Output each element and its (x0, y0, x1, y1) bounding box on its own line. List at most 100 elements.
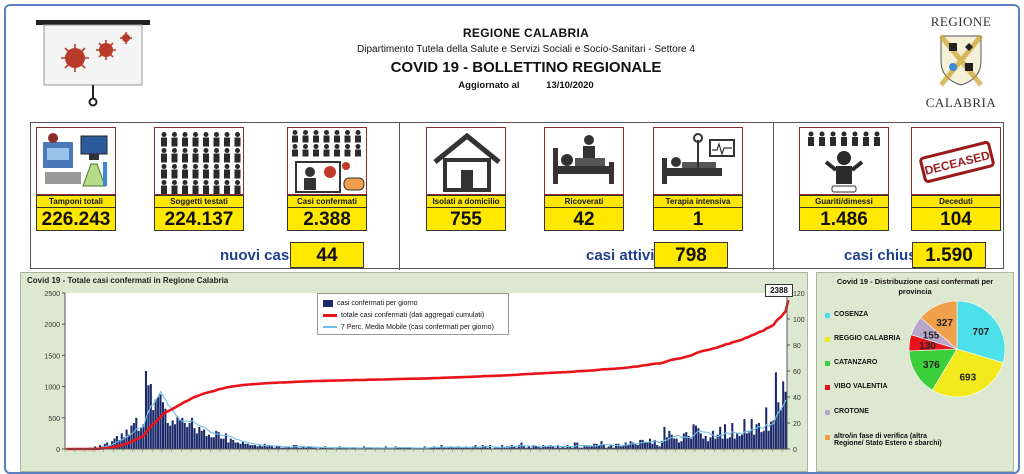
daily-bar (314, 447, 317, 449)
daily-bar (634, 443, 637, 449)
daily-bar (549, 445, 552, 449)
daily-bar (728, 437, 731, 449)
daily-bar (198, 426, 201, 449)
daily-bar (486, 447, 489, 449)
daily-bar (118, 439, 121, 449)
daily-bar (598, 445, 601, 449)
daily-bar (677, 442, 681, 449)
daily-bar (704, 436, 707, 449)
daily-bar (137, 430, 140, 449)
daily-bar (472, 446, 475, 449)
daily-bar (777, 402, 780, 449)
daily-bar (612, 447, 615, 449)
pie-legend-label: VIBO VALENTIA (834, 383, 888, 390)
daily-bar (656, 445, 659, 449)
stats-divider-1 (399, 123, 400, 270)
daily-bar (171, 420, 174, 449)
daily-bar (595, 443, 598, 449)
cumulative-line (66, 299, 790, 451)
daily-bar (166, 423, 169, 449)
card-label: Deceduti (911, 195, 1001, 207)
daily-bar (602, 445, 605, 449)
daily-bar (694, 425, 697, 449)
bulletin-title: COVID 19 - BOLLETTINO REGIONALE (390, 59, 662, 76)
daily-bar (733, 438, 736, 449)
daily-bar (438, 447, 441, 449)
daily-bar (217, 432, 220, 449)
card-label: Ricoverati (544, 195, 624, 207)
card-guariti: Guariti/dimessi 1.486 (799, 127, 889, 231)
daily-bar (312, 447, 315, 449)
daily-bar (547, 446, 550, 449)
daily-bar (331, 447, 334, 449)
daily-bar (190, 417, 194, 449)
daily-bar (525, 447, 528, 449)
daily-bar (692, 424, 695, 449)
pie-legend-label: CROTONE (834, 408, 869, 415)
right-tick-label: 100 (793, 317, 805, 324)
daily-bar (135, 417, 138, 449)
pie-slice (920, 300, 958, 350)
daily-bar (610, 445, 613, 449)
daily-bar (336, 447, 339, 449)
daily-bar (636, 445, 639, 449)
daily-bar (779, 410, 782, 449)
daily-bar (341, 447, 344, 449)
daily-bar (527, 446, 530, 449)
daily-bar (125, 429, 128, 449)
daily-bar (619, 446, 622, 449)
daily-bar (588, 446, 591, 449)
daily-bar (711, 430, 714, 449)
right-tick-label: 120 (793, 291, 805, 298)
daily-bar (469, 447, 472, 449)
pie-legend-label: altro/in fase di verifica (altra Regione… (834, 433, 942, 447)
card-value: 104 (911, 207, 1001, 231)
card-tamponi: Tamponi totali 226.243 (36, 127, 116, 231)
daily-bar (256, 446, 259, 449)
daily-bar (164, 408, 167, 449)
left-tick-label: 500 (48, 416, 60, 423)
daily-bar (399, 447, 402, 449)
daily-bar (290, 447, 293, 449)
daily-bar (181, 417, 184, 449)
daily-bar (152, 410, 155, 449)
logo-text-top: REGIONE (930, 14, 992, 29)
daily-bar (464, 446, 467, 449)
daily-bar (280, 447, 283, 449)
pie-title: Covid 19 - Distribuzione casi confermati… (836, 277, 994, 296)
updated-line: Aggiornato al 13/10/2020 (306, 80, 746, 91)
casi-attivi-value: 798 (654, 242, 728, 268)
daily-bar (270, 446, 273, 449)
daily-bar (215, 430, 218, 449)
daily-bar (658, 446, 661, 449)
virus-presentation-icon (36, 20, 150, 107)
daily-bar (401, 447, 404, 449)
daily-bar (731, 423, 734, 449)
daily-bar (498, 447, 501, 449)
daily-bar (193, 428, 196, 449)
pie-legend-label: CATANZARO (834, 359, 878, 366)
daily-bar (346, 447, 349, 449)
daily-bar (241, 441, 244, 449)
daily-bar (222, 438, 225, 449)
pie-slice (956, 300, 1006, 364)
daily-bar (726, 438, 729, 449)
stats-panel: Tamponi totali 226.243 Soggetti testati … (30, 122, 1004, 270)
daily-bar (629, 441, 632, 449)
daily-bar (132, 423, 135, 449)
daily-bar (161, 402, 164, 449)
daily-bar (297, 447, 300, 449)
daily-bar (724, 424, 727, 449)
pie-slice-label: 376 (923, 360, 940, 371)
daily-bar (522, 446, 525, 449)
daily-bar (159, 394, 162, 449)
card-casi: Casi confermati 2.388 (287, 127, 367, 231)
daily-bar (321, 447, 324, 449)
daily-bar (467, 447, 470, 449)
department-name: Dipartimento Tutela della Salute e Servi… (357, 44, 695, 55)
daily-bar (736, 433, 739, 449)
daily-bar (551, 446, 555, 449)
daily-bar (455, 447, 458, 449)
left-tick-label: 0 (56, 447, 60, 454)
daily-bar (445, 447, 448, 449)
